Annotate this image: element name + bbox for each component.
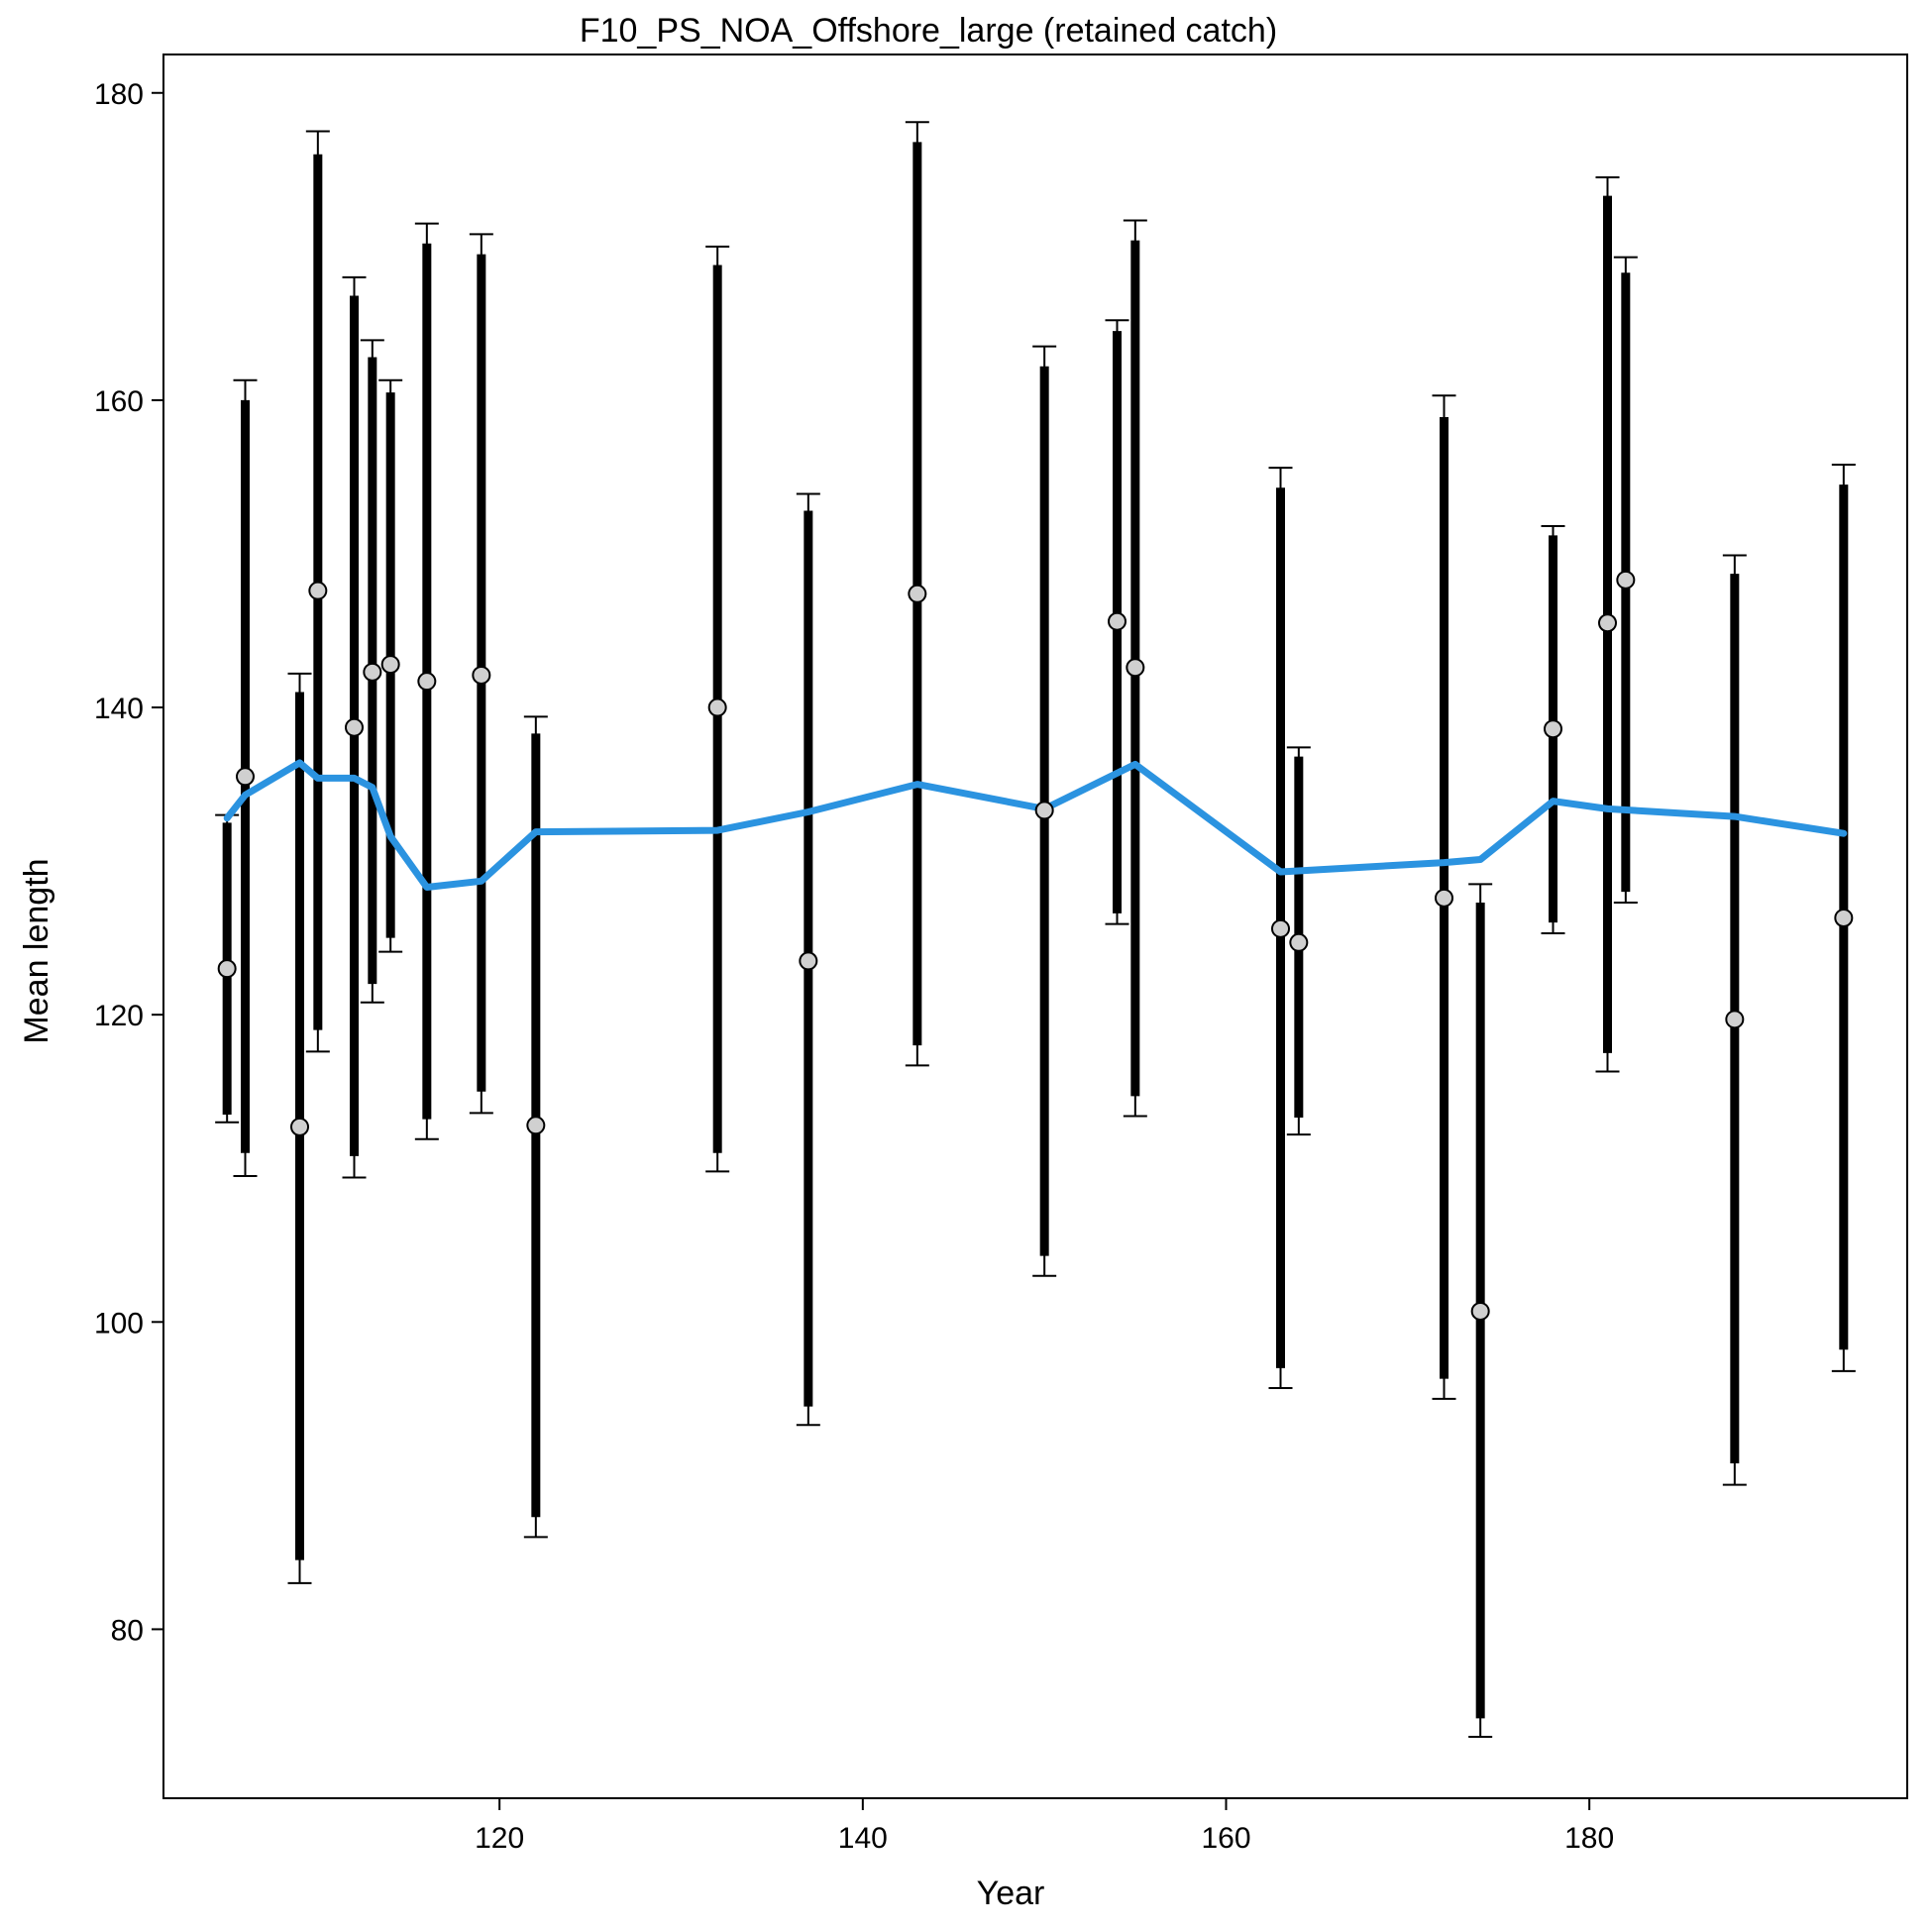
y-tick-label: 100 [94,1307,144,1340]
x-tick-label: 140 [838,1822,888,1855]
observed-point [363,662,382,682]
y-tick-label: 80 [111,1614,144,1647]
observed-point [1725,1010,1745,1029]
observed-point [380,655,400,675]
y-tick-label: 140 [94,693,144,725]
x-tick-label: 180 [1564,1822,1614,1855]
y-tick-label: 160 [94,385,144,418]
observed-point [1598,613,1617,633]
observed-point [1470,1301,1490,1321]
x-axis-title: Year [977,1875,1045,1912]
observed-point [290,1117,309,1136]
observed-point [236,767,255,787]
observed-point [1108,611,1127,631]
observed-point [908,584,927,603]
observed-point [345,717,364,737]
observed-point [417,672,437,692]
observed-point [472,665,491,685]
observed-point [217,959,237,979]
x-axis: 120 140 160 180 [475,1798,1614,1855]
plot-frame [162,54,1908,1799]
y-axis-title: Mean length [18,858,55,1043]
x-tick-label: 160 [1201,1822,1250,1855]
expected-line [223,759,1848,891]
observed-point [1289,932,1309,952]
observed-point [799,951,818,971]
observed-point [526,1116,546,1135]
y-tick-label: 180 [94,78,144,111]
chart-title: F10_PS_NOA_Offshore_large (retained catc… [580,12,1277,50]
observed-point [1435,888,1453,908]
expected-line-group [223,759,1848,891]
x-tick-label: 120 [475,1822,524,1855]
observed-point [1271,918,1290,938]
observed-point [1544,719,1562,739]
observed-points [217,570,1854,1321]
observed-point [1034,801,1054,820]
observed-point [1616,570,1636,590]
y-tick-label: 120 [94,1000,144,1032]
y-axis: 80 100 120 140 160 180 [94,78,163,1647]
observed-point [308,581,328,600]
observed-point [1834,908,1854,927]
observed-point [707,698,727,717]
observed-point [1126,658,1145,678]
